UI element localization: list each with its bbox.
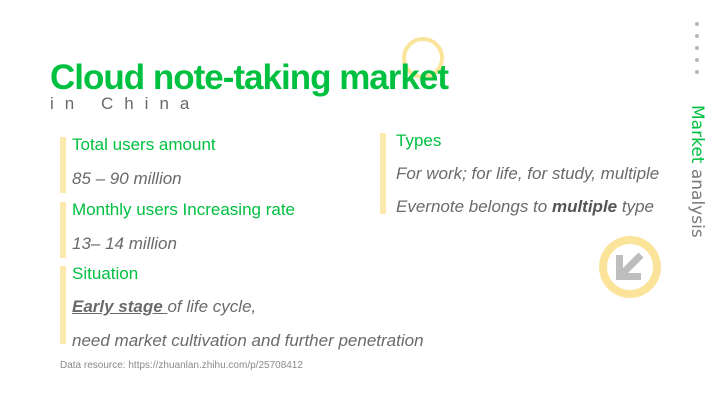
types-line2: Evernote belongs to multiple type	[396, 197, 654, 217]
arrow-badge	[599, 236, 661, 298]
types-line2-pre: Evernote belongs to	[396, 197, 552, 216]
accent-bar	[60, 202, 66, 258]
accent-bar	[380, 133, 386, 214]
arrow-down-left-icon	[616, 252, 644, 280]
types-heading: Types	[396, 131, 442, 150]
situation-line2: need market cultivation and further pene…	[72, 331, 424, 350]
total-users-heading: Total users amount	[72, 135, 216, 154]
monthly-value: 13– 14 million	[72, 234, 177, 254]
dot	[695, 70, 699, 74]
decorative-ring	[402, 37, 444, 79]
dot	[695, 58, 699, 62]
accent-bar	[60, 266, 66, 344]
page-subtitle: in China	[50, 94, 201, 113]
dots-decoration	[695, 22, 701, 74]
types-line1: For work; for life, for study, multiple	[396, 164, 660, 183]
page-title: Cloud note-taking market	[50, 58, 449, 97]
total-users-value: 85 – 90 million	[72, 169, 182, 189]
dot	[695, 22, 699, 26]
monthly-unit: million	[124, 234, 177, 253]
accent-bar	[60, 137, 66, 193]
total-users-unit: million	[128, 169, 182, 188]
dot	[695, 46, 699, 50]
side-label-part2: analysis	[687, 163, 707, 238]
total-users-number: 85 – 90	[72, 169, 129, 188]
types-line2-bold: multiple	[551, 197, 618, 216]
situation-line1: Early stage of life cycle,	[72, 297, 256, 317]
data-source-note: Data resource: https://zhuanlan.zhihu.co…	[60, 360, 303, 371]
side-label-part1: Market	[687, 105, 707, 164]
situation-heading: Situation	[72, 264, 139, 283]
types-line2-post: type	[617, 197, 654, 216]
situation-line1-rest: of life cycle,	[167, 297, 257, 316]
side-section-label: Market analysis	[687, 105, 707, 238]
dot	[695, 34, 699, 38]
monthly-heading: Monthly users Increasing rate	[72, 200, 295, 219]
situation-emphasis: Early stage	[72, 297, 168, 316]
monthly-number: 13– 14	[72, 234, 124, 253]
